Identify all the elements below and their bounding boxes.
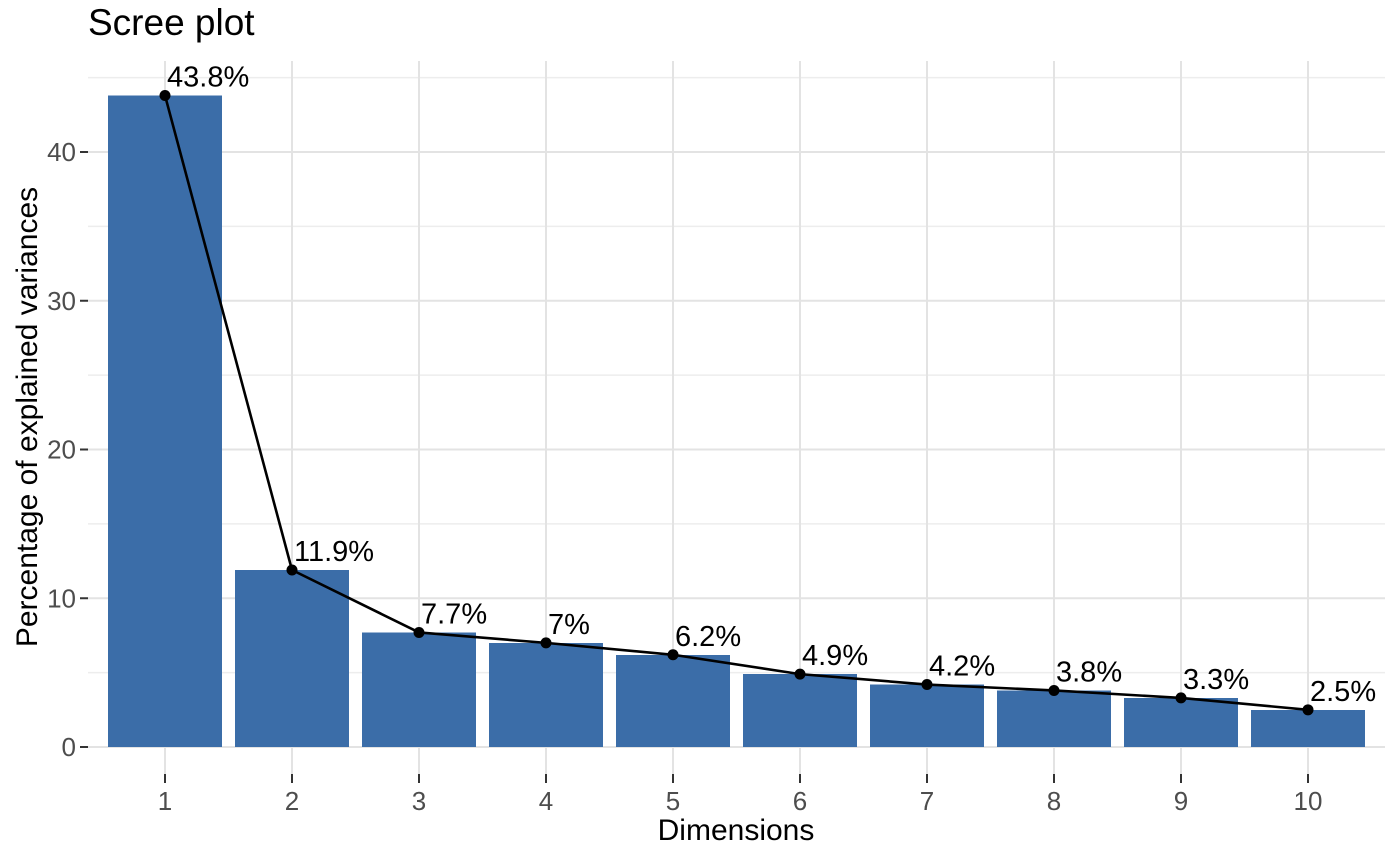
data-label: 7.7% (421, 598, 487, 630)
x-tick-label: 8 (1047, 786, 1061, 816)
x-tick-label: 5 (666, 786, 680, 816)
data-label: 3.8% (1056, 656, 1122, 688)
x-axis-title: Dimensions (657, 814, 815, 847)
y-tick-label: 0 (62, 732, 76, 762)
x-tick-label: 3 (412, 786, 426, 816)
data-label: 3.3% (1183, 664, 1249, 696)
data-label: 2.5% (1310, 676, 1376, 708)
x-tick-label: 1 (158, 786, 172, 816)
x-tick-label: 4 (539, 786, 553, 816)
bar-dimension-3 (362, 632, 476, 747)
data-point (159, 89, 171, 101)
x-tick-label: 10 (1294, 786, 1323, 816)
data-point (1048, 684, 1060, 696)
data-point (540, 637, 552, 649)
x-tick-label: 7 (920, 786, 934, 816)
data-label: 4.9% (802, 640, 868, 672)
bar-dimension-8 (997, 690, 1111, 747)
data-label: 11.9% (294, 536, 374, 568)
y-tick-label: 40 (47, 137, 76, 167)
x-tick-label: 9 (1174, 786, 1188, 816)
data-label: 7% (548, 609, 590, 641)
data-point (286, 564, 298, 576)
y-tick-label: 20 (47, 435, 76, 465)
bar-dimension-7 (870, 684, 984, 747)
scree-line (163, 94, 1310, 712)
data-label: 6.2% (675, 621, 741, 653)
x-tick-label: 6 (793, 786, 807, 816)
data-point (1302, 704, 1314, 716)
data-label: 4.2% (929, 651, 995, 683)
data-point (1175, 692, 1187, 704)
bar-dimension-4 (489, 642, 603, 747)
y-tick-label: 10 (47, 583, 76, 613)
bar-dimension-2 (235, 569, 349, 747)
bar-dimension-6 (743, 674, 857, 747)
chart-title: Scree plot (88, 2, 255, 43)
bar-dimension-1 (108, 95, 222, 748)
bar-dimension-9 (1124, 697, 1238, 747)
y-axis-title: Percentage of explained variances (11, 186, 44, 648)
bar-dimension-10 (1251, 709, 1365, 747)
data-label: 43.8% (167, 61, 249, 93)
x-tick-label: 2 (285, 786, 299, 816)
bar-dimension-5 (616, 654, 730, 747)
data-point (667, 649, 679, 661)
data-point (794, 668, 806, 680)
data-point (413, 626, 425, 638)
y-tick-label: 30 (47, 286, 76, 316)
data-point (921, 679, 933, 691)
